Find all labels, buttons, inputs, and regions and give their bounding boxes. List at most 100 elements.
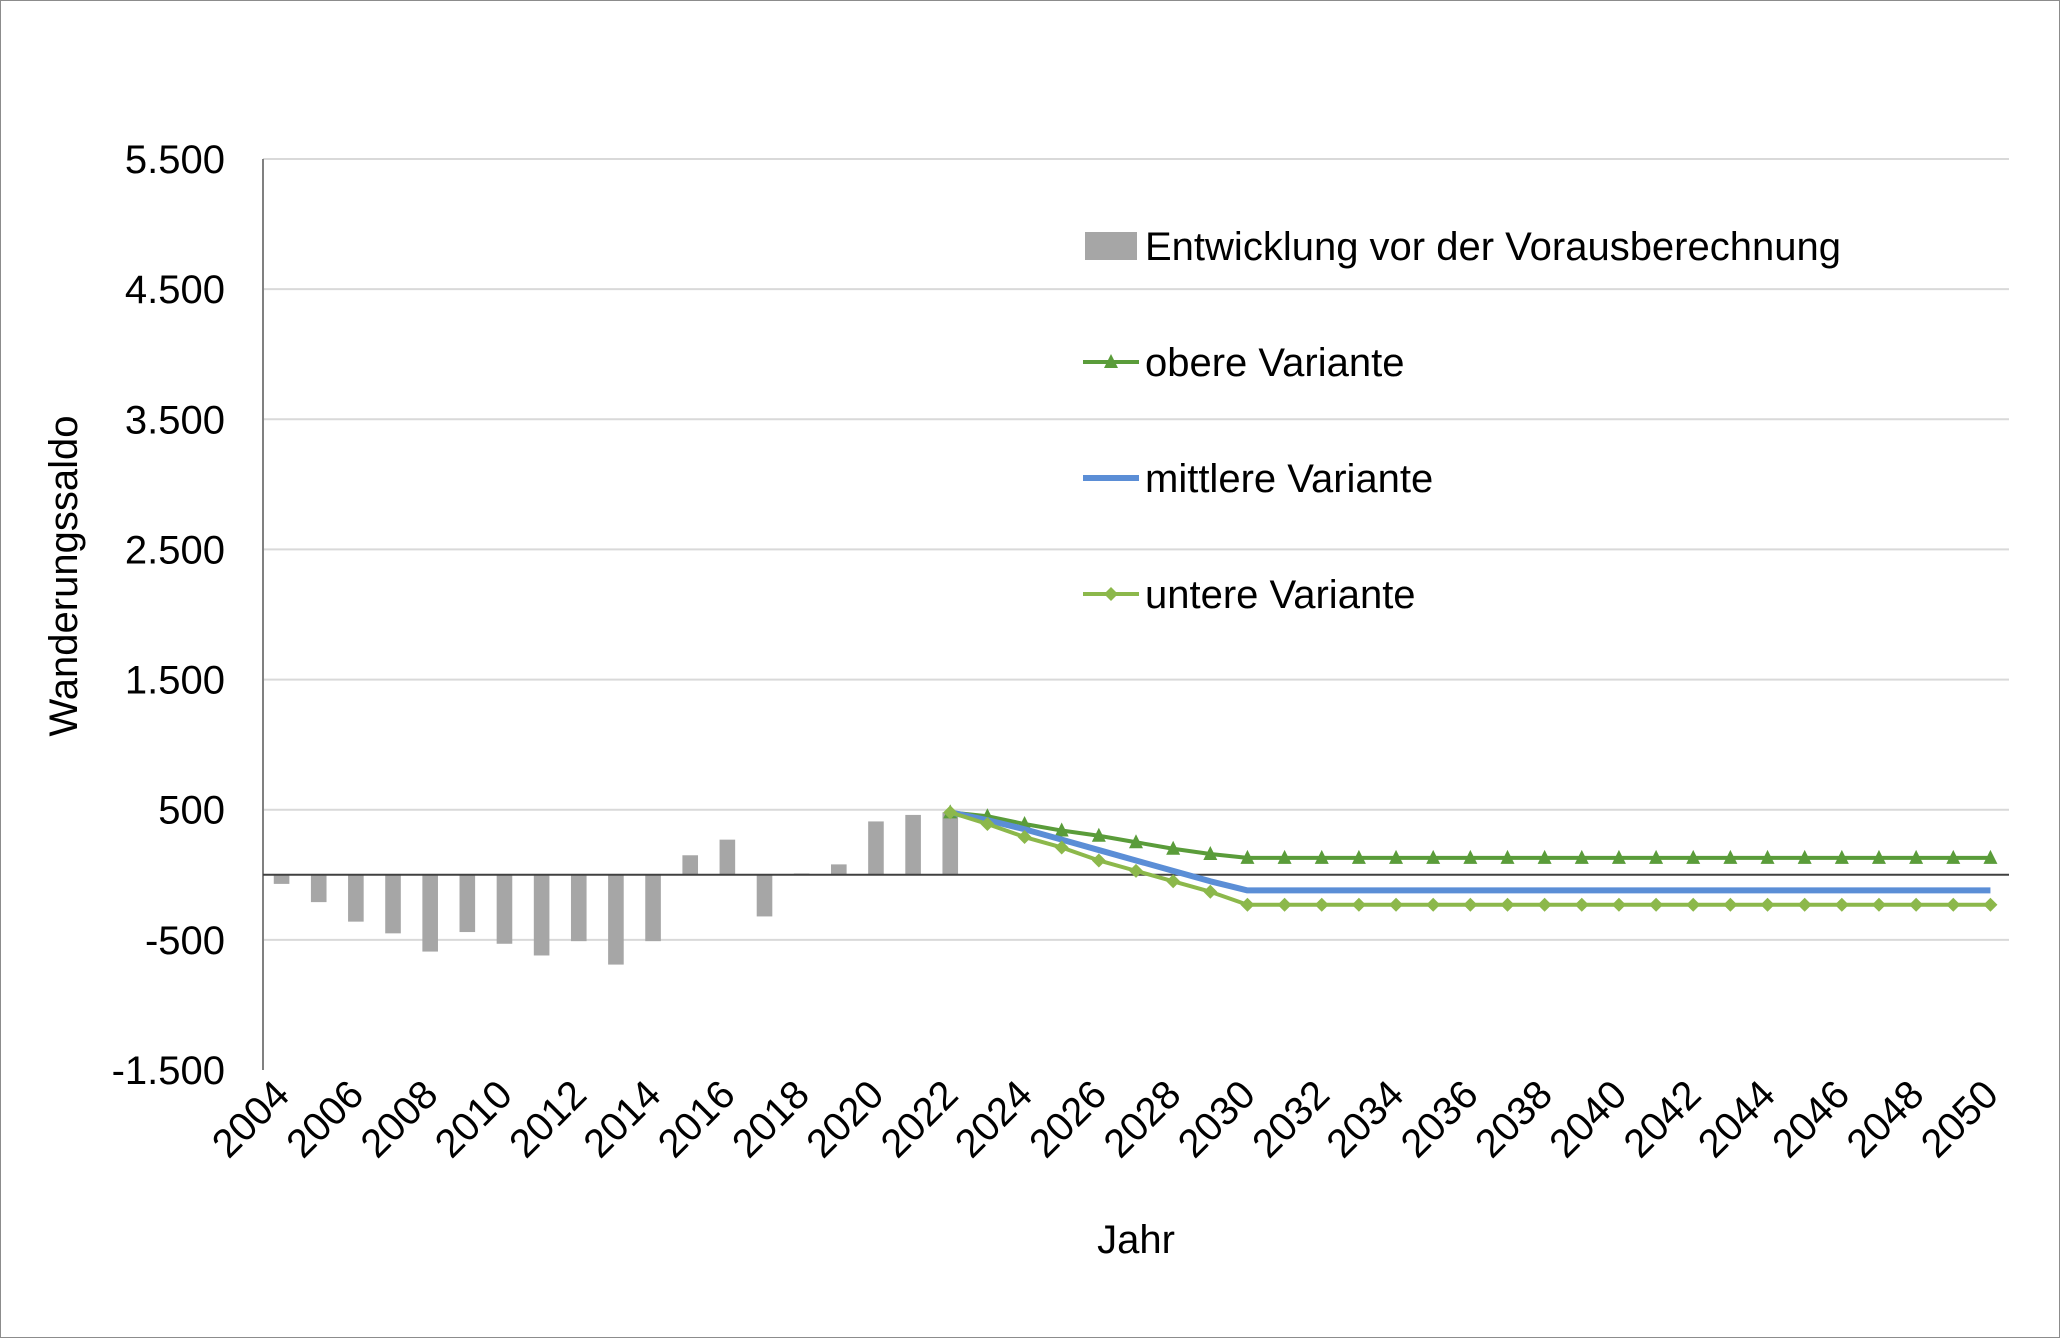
x-tick-label: 2050 [1913, 1072, 2007, 1166]
triangle-marker [1946, 849, 1961, 864]
diamond-marker [1611, 897, 1626, 912]
y-tick-label: 5.500 [125, 138, 225, 182]
bar [385, 874, 401, 934]
triangle-marker [1389, 849, 1404, 864]
series-obere [943, 804, 1998, 864]
diamond-marker [1351, 897, 1366, 912]
diamond-marker [1723, 897, 1738, 912]
bar [348, 874, 364, 922]
triangle-marker [1649, 849, 1664, 864]
diamond-marker [1760, 897, 1775, 912]
diamond-marker [1463, 897, 1478, 912]
y-axis-ticks: -1.500 -500 500 1.500 2.500 3.500 4.500 5.500 [112, 138, 225, 1093]
bar [905, 814, 921, 875]
legend-label: obere Variante [1145, 341, 1404, 385]
diamond-marker [1946, 897, 1961, 912]
diamond-marker [1314, 897, 1329, 912]
bar [756, 874, 773, 917]
diamond-marker [1017, 830, 1032, 845]
triangle-marker [1129, 834, 1143, 849]
bar-series [273, 812, 959, 965]
bar [831, 864, 847, 875]
bar [273, 874, 290, 884]
triangle-marker [1574, 849, 1589, 864]
diamond-marker [1277, 897, 1292, 912]
bar [570, 874, 587, 942]
diamond-marker [1240, 897, 1255, 912]
legend-label: Entwicklung vor der Vorausberechnung [1145, 225, 1841, 269]
bar [608, 874, 624, 965]
diamond-marker [1574, 897, 1589, 912]
series-line-mittlere [949, 809, 1991, 894]
x-tick-label: 2046 [1764, 1072, 1858, 1166]
bar [719, 839, 736, 875]
triangle-marker [1537, 849, 1552, 864]
bar [459, 874, 476, 933]
legend-item: mittlere Variante [1083, 457, 1433, 501]
triangle-marker [1426, 849, 1441, 864]
bar [868, 821, 884, 875]
legend-swatch-bar [1085, 232, 1137, 260]
y-axis-title: Wanderungssaldo [42, 416, 86, 737]
triangle-marker [1834, 849, 1849, 864]
diamond-marker [1686, 897, 1701, 912]
triangle-marker [1054, 822, 1069, 837]
diamond-marker [1091, 853, 1106, 868]
bar [645, 874, 661, 942]
x-tick-label: 2044 [1690, 1072, 1784, 1166]
x-tick-label: 2014 [575, 1072, 669, 1166]
legend-item: Entwicklung vor der Vorausberechnung [1085, 225, 1841, 269]
series-untere [943, 805, 1998, 912]
triangle-marker [1091, 827, 1106, 842]
bar [533, 874, 550, 956]
series-mittlere [949, 809, 1991, 894]
diamond-marker [1426, 897, 1441, 912]
y-tick-label: 2.500 [125, 528, 225, 572]
diamond-marker [1909, 897, 1924, 912]
triangle-marker [1463, 849, 1478, 864]
x-tick-label: 2018 [724, 1072, 818, 1166]
bar [496, 874, 513, 944]
triangle-marker [1240, 849, 1255, 864]
triangle-marker [1203, 845, 1218, 860]
triangle-marker [1104, 354, 1118, 368]
x-tick-label: 2020 [798, 1072, 892, 1166]
y-tick-label: -1.500 [112, 1049, 225, 1093]
x-tick-label: 2030 [1170, 1072, 1264, 1166]
legend-item: untere Variante [1083, 573, 1416, 617]
diamond-marker [1166, 874, 1181, 889]
bar [942, 812, 959, 875]
y-tick-label: 3.500 [125, 398, 225, 442]
x-tick-label: 2008 [353, 1072, 447, 1166]
triangle-marker [1686, 849, 1701, 864]
diamond-marker [1537, 897, 1552, 912]
diamond-marker [1104, 587, 1118, 601]
diamond-marker [943, 805, 958, 820]
triangle-marker [1797, 849, 1812, 864]
legend-label: mittlere Variante [1145, 457, 1433, 501]
bar [682, 855, 699, 875]
x-tick-label: 2006 [278, 1072, 372, 1166]
legend-item: obere Variante [1083, 341, 1404, 385]
x-tick-label: 2036 [1393, 1072, 1487, 1166]
y-tick-label: -500 [145, 919, 225, 963]
diamond-marker [1389, 897, 1404, 912]
line-series [943, 804, 1998, 912]
y-tick-label: 4.500 [125, 268, 225, 312]
y-tick-label: 500 [158, 789, 225, 833]
x-tick-label: 2010 [427, 1072, 521, 1166]
triangle-marker [1871, 849, 1886, 864]
y-tick-label: 1.500 [125, 659, 225, 703]
x-tick-label: 2040 [1541, 1072, 1635, 1166]
triangle-marker [1314, 849, 1329, 864]
gridlines [262, 158, 2009, 1070]
diamond-marker [1054, 840, 1069, 855]
diamond-marker [1649, 897, 1664, 912]
x-tick-label: 2042 [1616, 1072, 1710, 1166]
x-tick-label: 2034 [1318, 1072, 1412, 1166]
x-axis-ticks: 2004200620082010201220142016201820202022… [204, 1072, 2007, 1166]
x-tick-label: 2028 [1095, 1072, 1189, 1166]
x-tick-label: 2032 [1244, 1072, 1338, 1166]
triangle-marker [1500, 849, 1515, 864]
